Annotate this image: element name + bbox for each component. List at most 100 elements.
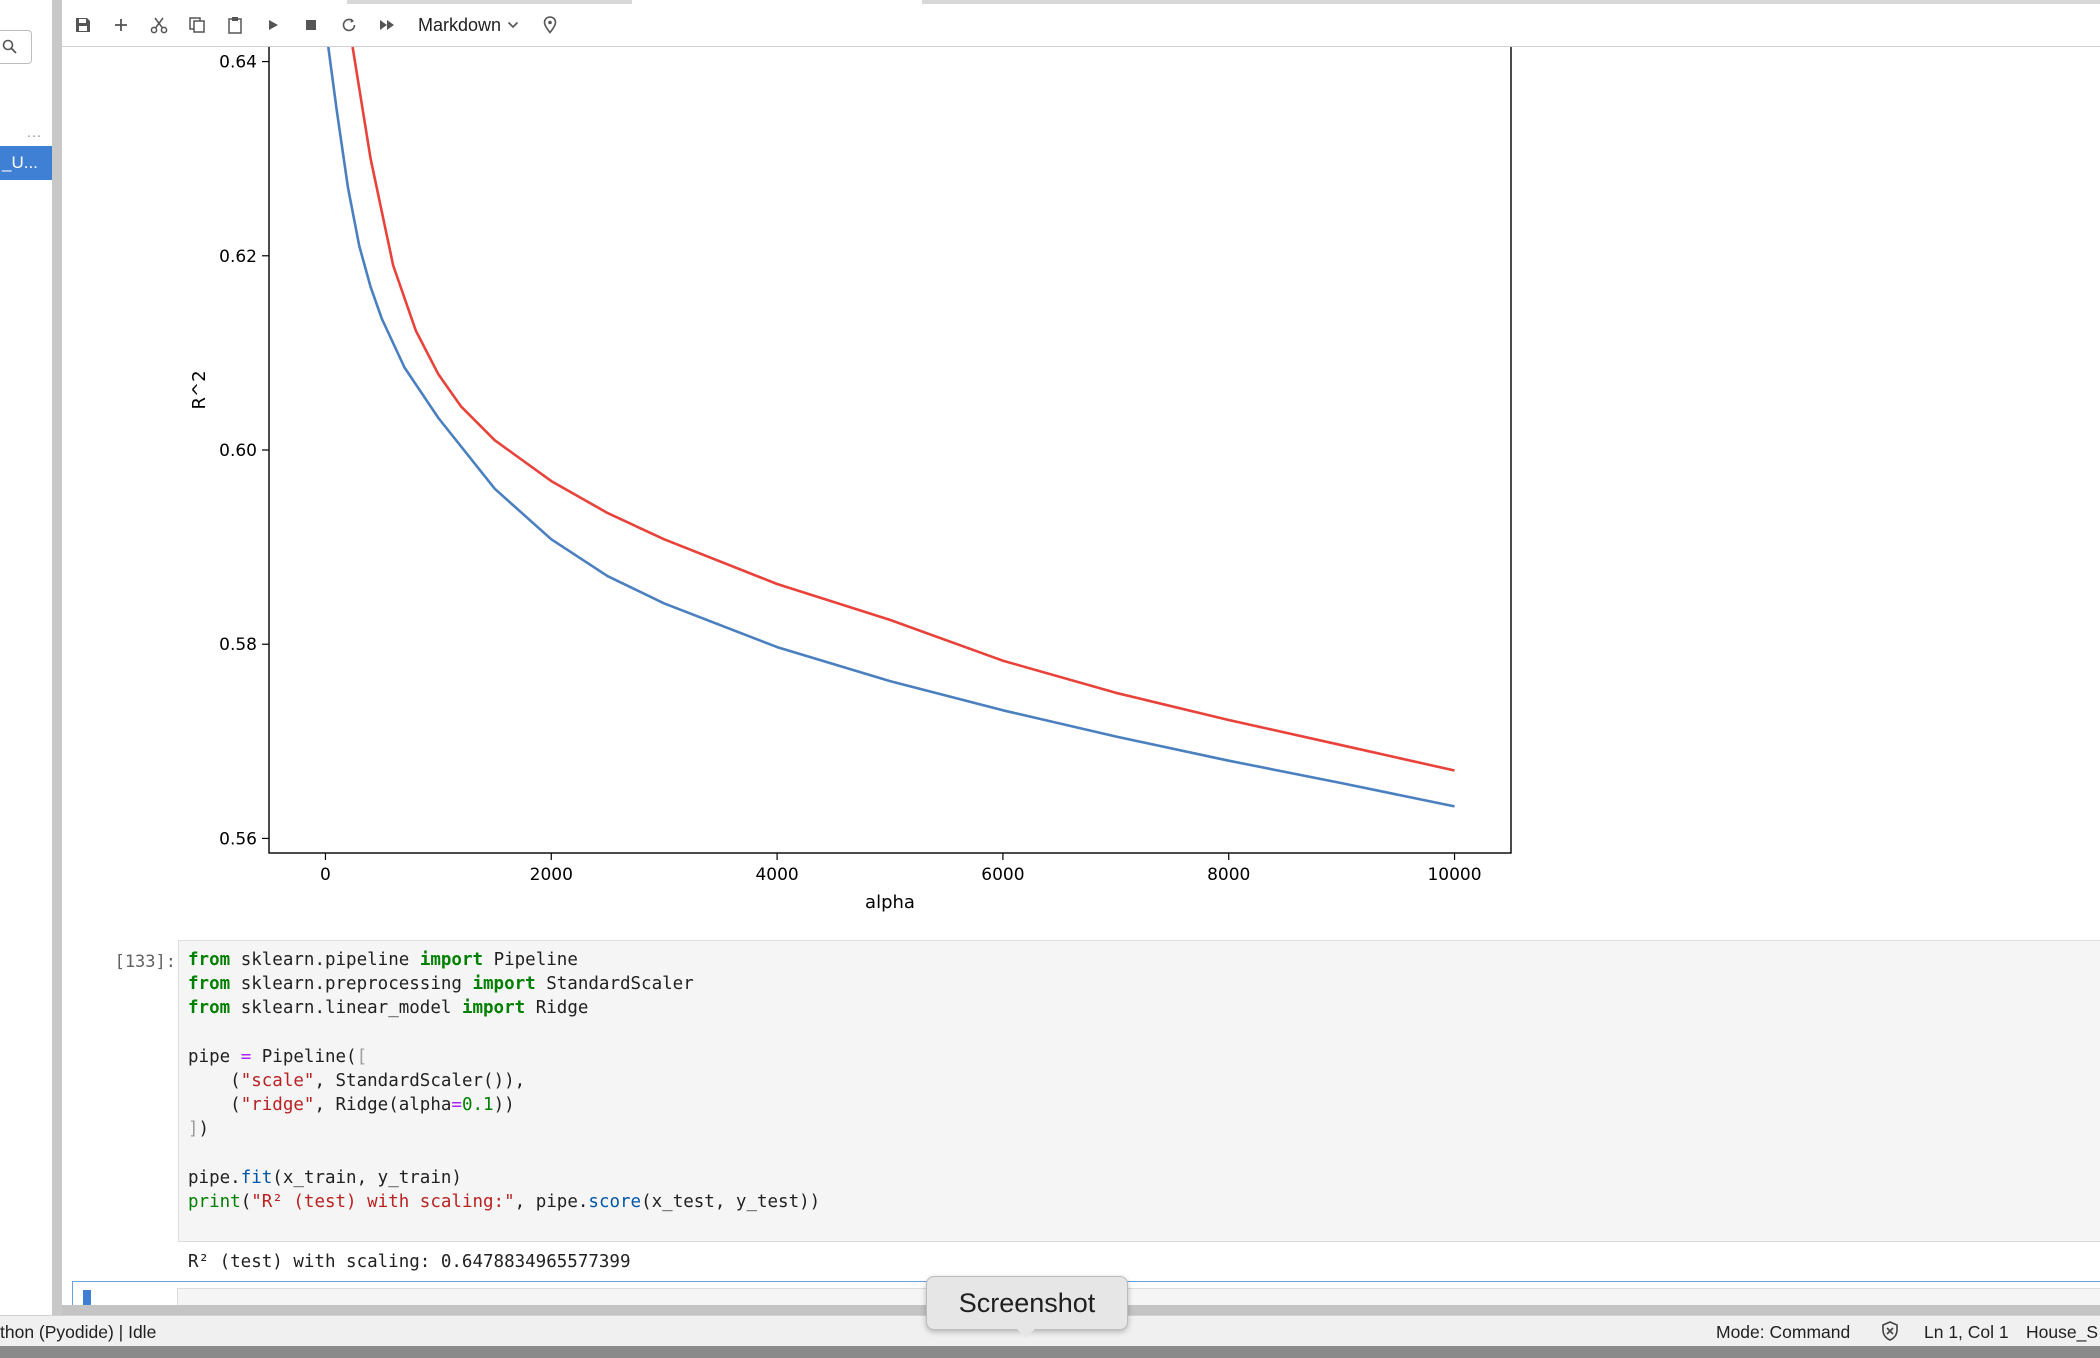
clipboard-icon	[228, 17, 242, 34]
y-tick-label: 0.58	[219, 635, 257, 655]
sidebar-divider[interactable]	[52, 0, 62, 1315]
x-tick-label: 4000	[755, 865, 798, 885]
code-keyword: from	[188, 998, 231, 1019]
plot-series-group	[327, 47, 1455, 808]
search-icon	[2, 39, 17, 54]
x-tick-label: 8000	[1207, 865, 1250, 885]
file-browser-item[interactable]: _U...	[0, 146, 52, 180]
code-operator: =	[240, 1046, 252, 1067]
scissors-icon	[150, 17, 168, 34]
code-text: sklearn.preprocessing	[230, 974, 473, 995]
notebook-mode: Mode: Command	[1716, 1322, 1851, 1342]
code-method: score	[588, 1192, 642, 1213]
window-bottom-edge	[0, 1346, 2100, 1358]
trust-shield-icon[interactable]	[1880, 1320, 1900, 1347]
run-cell-button[interactable]	[254, 7, 292, 43]
code-text: )	[198, 1119, 210, 1140]
current-file-name: House_S	[2026, 1322, 2098, 1342]
cursor-position[interactable]: Ln 1, Col 1	[1924, 1322, 2009, 1342]
insert-cell-button[interactable]	[102, 7, 140, 43]
tab-strip	[62, 0, 2100, 4]
y-tick-label: 0.64	[219, 53, 257, 73]
x-tick-label: 0	[320, 865, 331, 885]
code-text: , pipe.	[514, 1192, 589, 1213]
code-text: pipe.	[188, 1167, 241, 1188]
plot-frame	[268, 47, 1512, 854]
chevron-down-icon	[507, 21, 519, 29]
interrupt-kernel-button[interactable]	[292, 7, 330, 43]
code-text: , StandardScaler()),	[314, 1071, 526, 1092]
cut-button[interactable]	[140, 7, 178, 43]
x-tick-label: 2000	[530, 865, 573, 885]
code-text: pipe	[188, 1046, 241, 1067]
code-text: (	[188, 1095, 241, 1116]
code-text: Pipeline	[483, 950, 578, 970]
save-icon	[76, 18, 90, 32]
copy-button[interactable]	[178, 7, 216, 43]
code-text: sklearn.linear_model	[230, 998, 462, 1019]
file-browser-item-label: _U...	[2, 153, 38, 172]
code-text: (x_train, y_train)	[272, 1167, 462, 1188]
x-tick-label: 10000	[1427, 865, 1481, 885]
code-operator: =	[451, 1095, 462, 1116]
code-text: (x_test, y_test))	[641, 1192, 821, 1213]
code-keyword: from	[188, 950, 231, 970]
more-icon[interactable]: …	[26, 124, 42, 141]
x-axis-label: alpha	[865, 892, 915, 913]
cell-execution-count: [133]:	[114, 952, 176, 972]
notebook-panel: 0 2000 4000 6000 8000 10000 0.56 0.58 0.60 0.62 0…	[62, 47, 2100, 1315]
cell-type-dropdown[interactable]: Markdown	[418, 15, 519, 36]
ridge-r2-plot: 0 2000 4000 6000 8000 10000 0.560.580.600.620…	[189, 47, 1512, 913]
code-keyword: from	[188, 974, 231, 995]
code-text: sklearn.pipeline	[230, 950, 420, 970]
code-text: ))	[493, 1095, 515, 1116]
code-string: "ridge"	[240, 1095, 315, 1116]
restart-kernel-button[interactable]	[330, 7, 368, 43]
y-tick-label: 0.60	[219, 441, 257, 461]
screenshot-tooltip: Screenshot	[926, 1276, 1128, 1330]
stop-icon	[306, 20, 316, 30]
code-bracket: [	[356, 1046, 368, 1067]
x-axis-ticks: 0 2000 4000 6000 8000 10000	[320, 853, 1482, 885]
cell-output-text: R² (test) with scaling: 0.64788349655773…	[188, 1252, 631, 1272]
debugger-button[interactable]	[531, 7, 569, 43]
y-tick-label: 0.62	[219, 247, 257, 267]
code-bracket: ]	[188, 1119, 199, 1140]
y-axis-label: R^2	[189, 370, 210, 409]
save-button[interactable]	[64, 7, 102, 43]
code-keyword: import	[419, 950, 484, 970]
y-axis-ticks: 0.56 0.58 0.60 0.62 0.64	[219, 53, 269, 849]
left-sidebar: … _U...	[0, 0, 62, 1315]
code-string: "scale"	[240, 1071, 315, 1092]
code-cell-source[interactable]: from sklearn.pipeline import Pipeline fr…	[188, 948, 820, 1214]
tooltip-pointer	[1016, 1328, 1036, 1338]
active-cell-indicator	[83, 1290, 91, 1316]
series-line-2	[327, 47, 1455, 808]
code-builtin: print	[188, 1192, 241, 1213]
file-search-button[interactable]	[0, 30, 32, 64]
series-line-1	[351, 47, 1455, 772]
refresh-icon	[342, 18, 356, 32]
code-number: 0.1	[461, 1095, 494, 1116]
code-method: fit	[240, 1167, 273, 1188]
plus-icon	[115, 19, 127, 31]
fast-forward-icon	[380, 20, 394, 30]
y-tick-label: 0.56	[219, 829, 257, 849]
debugger-icon	[543, 16, 557, 34]
code-text: Pipeline(	[251, 1046, 357, 1067]
code-text: , Ridge(alpha	[314, 1095, 452, 1116]
code-keyword: import	[461, 998, 526, 1019]
x-tick-label: 6000	[981, 865, 1024, 885]
notebook-toolbar: Markdown	[62, 4, 2100, 47]
code-text: StandardScaler	[535, 974, 694, 995]
paste-button[interactable]	[216, 7, 254, 43]
restart-run-all-button[interactable]	[368, 7, 406, 43]
code-text: (	[240, 1192, 252, 1213]
code-string: "R² (test) with scaling:"	[251, 1192, 515, 1213]
code-cell-editor[interactable]	[178, 940, 2100, 1242]
code-text: (	[188, 1071, 241, 1092]
code-text: Ridge	[525, 998, 589, 1019]
code-keyword: import	[472, 974, 536, 995]
kernel-status[interactable]: thon (Pyodide) | Idle	[0, 1322, 157, 1342]
play-icon	[269, 20, 278, 30]
